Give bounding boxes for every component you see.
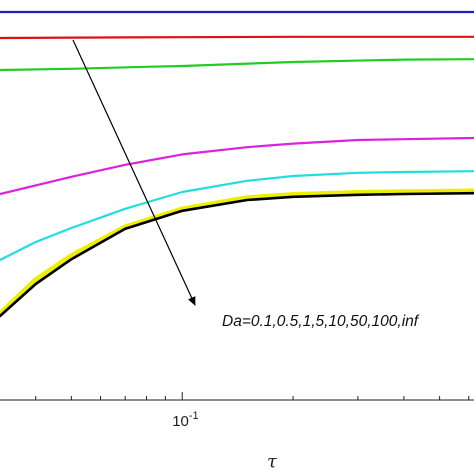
series-line-3: [0, 58, 474, 72]
series-line-7: [0, 191, 474, 318]
series-layer: [0, 10, 474, 318]
series-line-5: [0, 170, 474, 262]
series-line-4: [0, 136, 474, 196]
series-line-6: [0, 188, 474, 317]
series-line-2: [0, 35, 474, 40]
x-axis-label: τ: [267, 451, 278, 472]
annotation-arrow: [72, 39, 196, 306]
x-tick-label: 10-1: [172, 410, 198, 430]
annotation-label: Da=0.1,0.5,1,5,10,50,100,inf: [222, 313, 420, 330]
x-ticks: 10-1: [35, 392, 470, 430]
